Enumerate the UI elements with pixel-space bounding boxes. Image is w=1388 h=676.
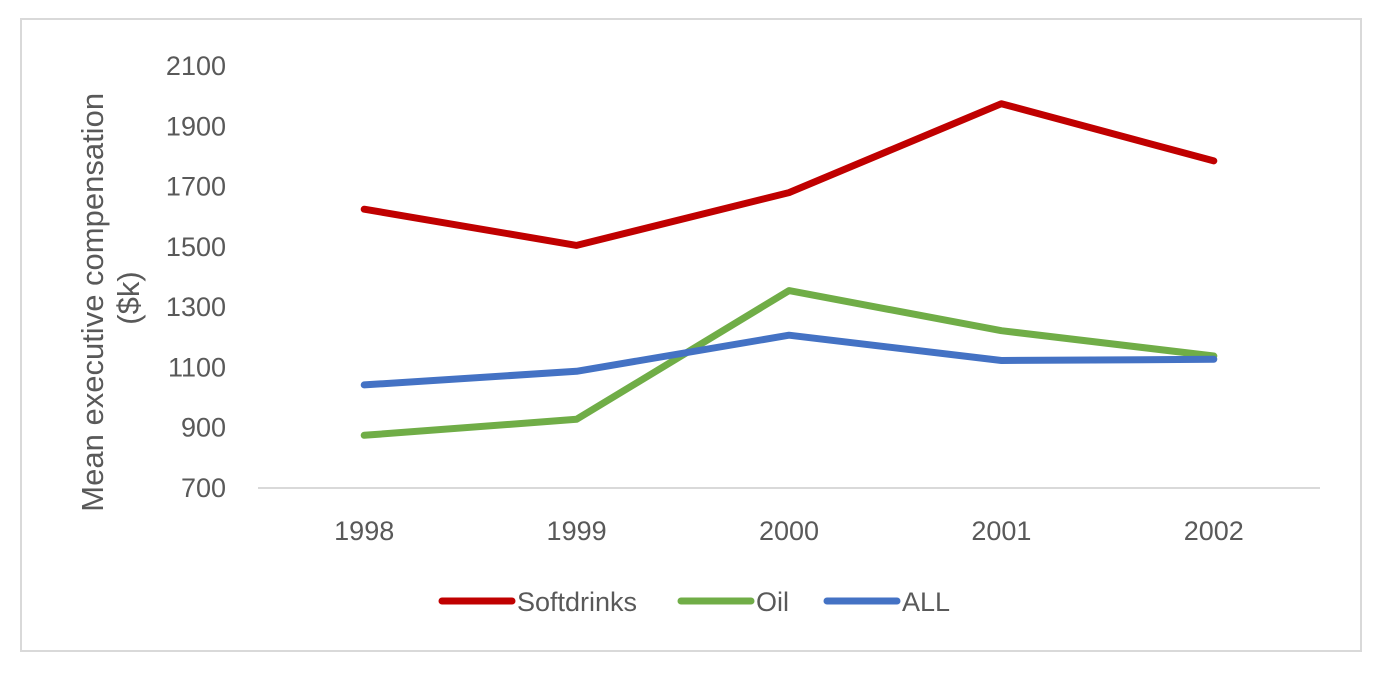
series-line-oil [360, 287, 1218, 439]
y-axis-tick-labels: 700 900 1100 1300 1500 1700 1900 2100 [166, 51, 226, 503]
x-axis-tick-labels: 1998 1999 2000 2001 2002 [334, 516, 1244, 546]
legend-item-all: ALL [823, 587, 950, 617]
series-lines [360, 100, 1218, 439]
series-line-softdrinks [360, 100, 1218, 249]
y-axis-title-line-1: Mean executive compensation [75, 93, 110, 512]
x-tick-label: 2000 [759, 516, 819, 546]
x-tick-label: 1998 [334, 516, 394, 546]
legend: Softdrinks Oil ALL [438, 587, 950, 617]
legend-item-oil: Oil [677, 587, 789, 617]
x-tick-label: 1999 [547, 516, 607, 546]
y-axis-title-line-2: ($k) [111, 271, 146, 324]
y-tick-label: 900 [181, 413, 226, 443]
chart-frame [20, 18, 1362, 652]
y-tick-label: 1300 [166, 292, 226, 322]
legend-label: Oil [756, 587, 789, 617]
legend-label: Softdrinks [517, 587, 637, 617]
series-line-all [360, 331, 1218, 389]
y-tick-label: 1700 [166, 172, 226, 202]
y-axis-title: Mean executive compensation ($k) [75, 84, 146, 511]
y-tick-label: 1500 [166, 232, 226, 262]
legend-item-softdrinks: Softdrinks [438, 587, 637, 617]
legend-label: ALL [902, 587, 950, 617]
x-tick-label: 2001 [971, 516, 1031, 546]
y-tick-label: 1100 [168, 352, 226, 382]
y-tick-label: 700 [181, 473, 226, 503]
y-tick-label: 2100 [166, 51, 226, 81]
y-tick-label: 1900 [166, 111, 226, 141]
x-tick-label: 2002 [1184, 516, 1244, 546]
